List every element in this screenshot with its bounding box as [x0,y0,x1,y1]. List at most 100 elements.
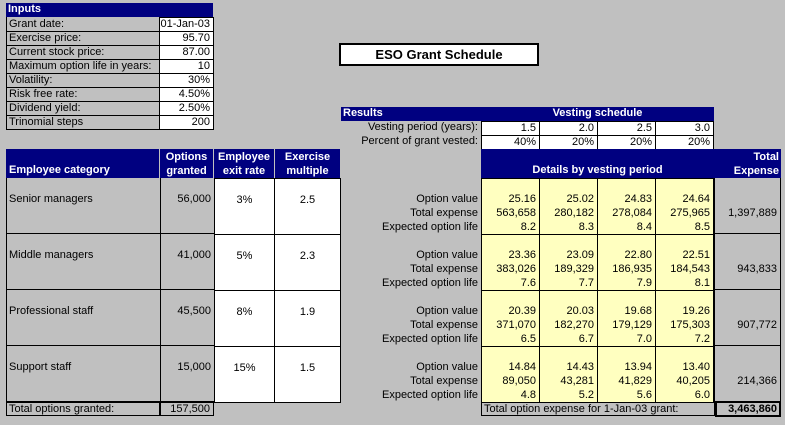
option-value-value: 20.03 [566,305,594,317]
header-exit-line2: exit rate [222,165,266,177]
vesting-period-cell[interactable]: 2.0 [539,121,598,136]
row-label: Option value [416,305,478,317]
category-name: Middle managers [6,234,160,290]
option-value-value: 23.09 [566,249,594,261]
input-value-cell[interactable]: 95.70 [159,31,214,46]
percent-vested-cell[interactable]: 20% [655,135,714,150]
vesting-period-label: Vesting period (years): [367,121,478,133]
category-total-expense: 907,772 [714,290,781,346]
row-label: Total expense [410,207,478,219]
row-label: Total expense [410,375,478,387]
expected-life-value: 8.3 [578,221,594,233]
percent-vested-cell[interactable]: 20% [597,135,656,150]
header-options-granted: Options granted [160,149,213,178]
input-value-cell[interactable]: 4.50% [159,87,214,102]
total-expense-value: 43,281 [560,375,594,387]
schedule-title: ESO Grant Schedule [339,43,539,66]
total-expense-value: 371,070 [496,319,536,331]
total-expense-value: 275,965 [670,207,710,219]
details-column: 22.80 186,935 7.9 [597,234,656,291]
exercise-multiple-cell[interactable]: 2.5 [274,178,341,235]
expected-life-value: 5.2 [578,389,594,401]
percent-vested-cell[interactable]: 40% [481,135,540,150]
exit-rate-cell[interactable]: 8% [214,290,275,347]
expected-life-value: 8.2 [520,221,536,233]
vesting-period-cell[interactable]: 1.5 [481,121,540,136]
expected-life-value: 7.2 [694,333,710,345]
input-label: Maximum option life in years: [6,59,160,74]
details-column: 13.40 40,205 6.0 [655,346,714,403]
input-label: Dividend yield: [6,101,160,116]
exit-rate-cell[interactable]: 5% [214,234,275,291]
header-total-line1: Total [753,151,779,163]
details-column: 13.94 41,829 5.6 [597,346,656,403]
header-total-line2: Expense [733,165,779,177]
details-column: 22.51 184,543 8.1 [655,234,714,291]
header-exit-rate: Employee exit rate [214,149,274,178]
percent-vested-label: Percent of grant vested: [361,135,478,147]
exit-rate-cell[interactable]: 15% [214,346,275,403]
inputs-title: Inputs [6,3,213,17]
category-name: Support staff [6,346,160,402]
exercise-multiple-cell[interactable]: 1.9 [274,290,341,347]
row-label: Option value [416,249,478,261]
input-value-cell[interactable]: 200 [159,115,214,130]
total-options-value: 157,500 [160,402,214,416]
results-title: Results [341,107,481,121]
exit-rate-cell[interactable]: 3% [214,178,275,235]
options-granted-cell: 56,000 [160,178,214,234]
row-label: Expected option life [381,333,478,345]
option-value-value: 19.26 [682,305,710,317]
total-options-label: Total options granted: [6,402,160,416]
details-column: 20.39 371,070 6.5 [481,290,540,347]
details-column: 19.68 179,129 7.0 [597,290,656,347]
row-label: Total expense [410,263,478,275]
option-value-value: 20.39 [508,305,536,317]
option-value-value: 23.36 [508,249,536,261]
total-expense-label: Total option expense for 1-Jan-03 grant: [481,402,715,416]
category-total-expense: 214,366 [714,346,781,402]
header-multiple-line1: Exercise [284,151,331,163]
option-value-value: 24.83 [624,193,652,205]
details-column: 24.83 278,084 8.4 [597,178,656,235]
expected-life-value: 7.7 [578,277,594,289]
row-label: Expected option life [381,389,478,401]
total-expense-value: 175,303 [670,319,710,331]
category-total-expense: 1,397,889 [714,178,781,234]
input-label: Current stock price: [6,45,160,60]
total-expense-value: 186,935 [612,263,652,275]
total-expense-value: 89,050 [502,375,536,387]
expected-life-value: 8.5 [694,221,710,233]
options-granted-cell: 45,500 [160,290,214,346]
category-total-expense: 943,833 [714,234,781,290]
input-value-cell[interactable]: 30% [159,73,214,88]
details-column: 20.03 182,270 6.7 [539,290,598,347]
expected-life-value: 7.9 [636,277,652,289]
input-value-cell[interactable]: 01-Jan-03 [159,17,214,32]
option-value-value: 25.16 [508,193,536,205]
input-value-cell[interactable]: 10 [159,59,214,74]
vesting-period-cell[interactable]: 2.5 [597,121,656,136]
expected-life-value: 6.5 [520,333,536,345]
row-label: Option value [416,193,478,205]
input-value-cell[interactable]: 2.50% [159,101,214,116]
input-label: Trinomial steps [6,115,160,130]
total-expense-value: 179,129 [612,319,652,331]
exercise-multiple-cell[interactable]: 2.3 [274,234,341,291]
category-name: Senior managers [6,178,160,234]
option-value-value: 13.94 [624,361,652,373]
header-options-line2: granted [166,165,207,177]
option-value-value: 24.64 [682,193,710,205]
option-value-value: 14.43 [566,361,594,373]
details-column: 25.02 280,182 8.3 [539,178,598,235]
vesting-period-cell[interactable]: 3.0 [655,121,714,136]
input-label: Volatility: [6,73,160,88]
total-expense-value: 189,329 [554,263,594,275]
details-column: 24.64 275,965 8.5 [655,178,714,235]
header-exit-line1: Employee [218,151,270,163]
expected-life-value: 7.6 [520,277,536,289]
percent-vested-cell[interactable]: 20% [539,135,598,150]
exercise-multiple-cell[interactable]: 1.5 [274,346,341,403]
input-value-cell[interactable]: 87.00 [159,45,214,60]
option-value-value: 22.51 [682,249,710,261]
